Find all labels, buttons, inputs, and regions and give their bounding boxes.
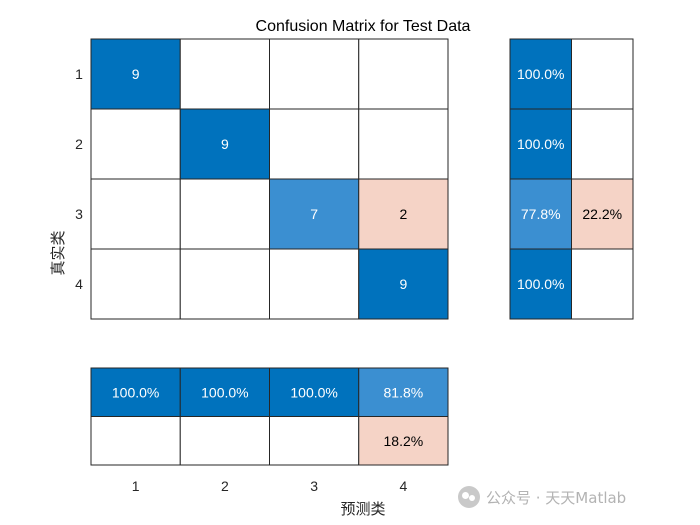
- matrix-cell-value: 7: [310, 206, 318, 222]
- matrix-cell: [358, 248, 449, 320]
- row-summary-correct-cell: [509, 248, 572, 320]
- matrix-cell-value: 9: [221, 136, 229, 152]
- y-tick-label: 4: [75, 276, 83, 292]
- column-summary-correct-cell: [358, 367, 449, 417]
- column-summary-incorrect-cell: [269, 416, 360, 466]
- x-tick-label: 2: [221, 478, 229, 494]
- row-summary-incorrect-cell: [571, 38, 634, 110]
- chart-title: Confusion Matrix for Test Data: [256, 18, 471, 35]
- column-summary-correct-cell: [179, 367, 270, 417]
- column-summary-correct-value: 100.0%: [201, 384, 248, 400]
- matrix-cell: [269, 248, 360, 320]
- matrix-cell: [90, 108, 181, 180]
- column-summary-correct-value: 100.0%: [290, 384, 337, 400]
- row-summary-correct-value: 100.0%: [517, 276, 564, 292]
- row-summary-correct-value: 100.0%: [517, 66, 564, 82]
- row-summary-correct-cell: [509, 178, 572, 250]
- matrix-cell-value: 9: [132, 66, 140, 82]
- tick-labels: 1 1 2 2 3 3 4 4: [75, 66, 407, 494]
- matrix-cell: [90, 38, 181, 110]
- x-tick-label: 1: [132, 478, 140, 494]
- row-summary-correct-value: 77.8%: [521, 206, 561, 222]
- column-summary-grid: 100.0% 100.0% 100.0% 81.8% 18.2%: [90, 367, 449, 466]
- column-summary-correct-value: 100.0%: [112, 384, 159, 400]
- x-tick-label: 3: [310, 478, 318, 494]
- matrix-cell: [358, 38, 449, 110]
- y-axis-label: 真实类: [49, 230, 67, 275]
- column-summary-incorrect-value: 18.2%: [384, 433, 424, 449]
- row-summary-correct-cell: [509, 38, 572, 110]
- matrix-cell-value: 9: [399, 276, 407, 292]
- matrix-cell: [179, 108, 270, 180]
- row-summary-incorrect-value: 22.2%: [582, 206, 622, 222]
- matrix-cell: [90, 248, 181, 320]
- x-axis-label: 预测类: [340, 500, 385, 518]
- matrix-cell: [179, 248, 270, 320]
- matrix-cell: [269, 178, 360, 250]
- y-tick-label: 3: [75, 206, 83, 222]
- matrix-cell: [90, 178, 181, 250]
- y-tick-label: 1: [75, 66, 83, 82]
- row-summary-incorrect-cell: [571, 248, 634, 320]
- row-summary-correct-value: 100.0%: [517, 136, 564, 152]
- column-summary-incorrect-cell: [358, 416, 449, 466]
- matrix-cell: [358, 108, 449, 180]
- matrix-cell: [269, 108, 360, 180]
- matrix-cell: [358, 178, 449, 250]
- y-tick-label: 2: [75, 136, 83, 152]
- matrix-cell: [179, 38, 270, 110]
- wechat-icon: [458, 486, 480, 508]
- watermark: 公众号 · 天天Matlab: [458, 484, 626, 510]
- row-summary-incorrect-cell: [571, 108, 634, 180]
- row-summary-grid: 100.0% 100.0% 77.8% 22.2% 100.0%: [509, 38, 634, 320]
- column-summary-incorrect-cell: [179, 416, 270, 466]
- x-tick-label: 4: [399, 478, 407, 494]
- matrix-cell: [179, 178, 270, 250]
- column-summary-incorrect-cell: [90, 416, 181, 466]
- watermark-text: 公众号 · 天天Matlab: [486, 488, 627, 507]
- matrix-cell-value: 2: [399, 206, 407, 222]
- column-summary-correct-value: 81.8%: [384, 384, 424, 400]
- matrix-cell: [269, 38, 360, 110]
- confusion-matrix-grid: 9 9 7 2 9: [90, 38, 449, 320]
